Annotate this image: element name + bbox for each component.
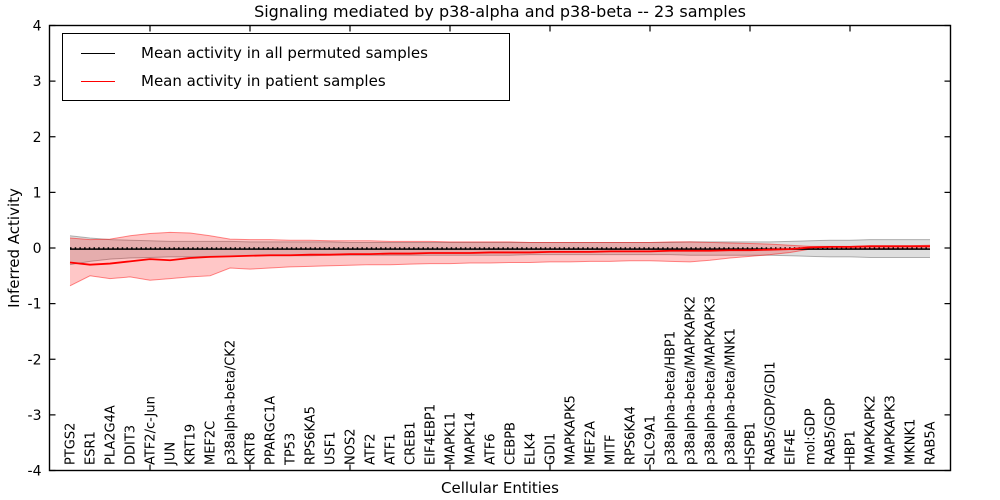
x-tick-label: RAB5/GDP <box>824 398 839 465</box>
x-tick-label: ATF2 <box>364 433 379 465</box>
x-tick-label: MAPK14 <box>464 412 479 465</box>
chart-title: Signaling mediated by p38-alpha and p38-… <box>254 2 746 21</box>
x-tick-label: MEF2A <box>584 421 599 465</box>
x-tick-label: RAB5A <box>924 421 939 465</box>
legend-item-permuted: Mean activity in all permuted samples <box>71 39 501 67</box>
y-tick-label: 3 <box>33 74 42 90</box>
x-tick-label: p38alpha-beta/MAPKAPK2 <box>684 296 699 465</box>
x-tick-label: SLC9A1 <box>644 415 659 465</box>
x-tick-label: JUN <box>164 442 179 466</box>
x-tick-label: MEF2C <box>204 421 219 465</box>
mean-activity-in-patient-samples-line <box>69 245 930 266</box>
x-axis-label: Cellular Entities <box>441 479 559 497</box>
y-tick-label: 4 <box>33 19 42 35</box>
x-tick-label: DDIT3 <box>124 425 139 465</box>
x-tick-label: HSPB1 <box>744 422 759 465</box>
legend-line-sample-permuted <box>81 52 115 54</box>
x-tick-label: RPS6KA5 <box>304 406 319 465</box>
x-tick-label: MKNK1 <box>904 419 919 465</box>
permuted-std-band <box>70 235 930 265</box>
x-tick-label: GDI1 <box>544 433 559 465</box>
permuted-std-band-upper-edge <box>69 235 930 243</box>
x-tick-label: TP53 <box>284 433 299 466</box>
x-tick-label: ATF2/c-Jun <box>144 396 159 465</box>
legend: Mean activity in all permuted samples Me… <box>62 33 510 101</box>
x-tick-label: NOS2 <box>344 429 359 465</box>
x-tick-label: ELK4 <box>524 433 539 465</box>
x-tick-label: PPARGC1A <box>264 396 279 465</box>
x-tick-label: KRT19 <box>184 424 199 465</box>
x-tick-label: RAB5/GDP/GDI1 <box>764 362 779 465</box>
x-tick-label: RPS6KA4 <box>624 406 639 465</box>
x-tick-label: USF1 <box>324 431 339 465</box>
y-tick-label: 1 <box>33 185 42 201</box>
x-tick-label: MAPKAPK3 <box>884 395 899 465</box>
legend-line-sample-patient <box>81 80 115 82</box>
y-tick-label: -4 <box>28 464 42 480</box>
x-tick-label: MITF <box>604 435 619 465</box>
y-tick-label: 0 <box>33 241 42 257</box>
legend-item-patient: Mean activity in patient samples <box>71 67 501 95</box>
legend-label: Mean activity in patient samples <box>141 72 386 90</box>
x-tick-label: MAPKAPK5 <box>564 395 579 465</box>
x-tick-label: CREB1 <box>404 421 419 465</box>
patient-std-band <box>70 232 930 286</box>
x-tick-label: mol:GDP <box>804 408 819 465</box>
x-tick-label: PLA2G4A <box>104 405 119 465</box>
x-tick-label: ATF6 <box>484 433 499 465</box>
patient-std-band-lower-edge <box>69 248 931 287</box>
x-tick-label: MAPKAPK2 <box>864 395 879 465</box>
x-tick-label: PTGS2 <box>64 423 79 465</box>
x-tick-label: p38alpha-beta/HBP1 <box>664 331 679 465</box>
x-tick-label: EIF4EBP1 <box>424 404 439 465</box>
x-tick-label: p38alpha-beta/CK2 <box>224 340 239 465</box>
x-tick-label: CEBPB <box>504 422 519 465</box>
y-tick-label: -3 <box>28 408 42 424</box>
y-tick-label: -2 <box>28 352 42 368</box>
x-tick-label: ESR1 <box>84 431 99 465</box>
x-tick-label: HBP1 <box>844 430 859 465</box>
x-tick-label: EIF4E <box>784 429 799 465</box>
y-axis-label: Inferred Activity <box>5 188 23 308</box>
x-tick-label: p38alpha-beta/MNK1 <box>724 328 739 465</box>
x-tick-label: KRT8 <box>244 432 259 465</box>
x-tick-label: MAPK11 <box>444 412 459 465</box>
y-tick-label: 2 <box>33 130 42 146</box>
x-tick-label: ATF1 <box>384 433 399 465</box>
x-tick-label: p38alpha-beta/MAPKAPK3 <box>704 296 719 465</box>
legend-label: Mean activity in all permuted samples <box>141 44 428 62</box>
patient-std-band-upper-edge <box>69 231 931 247</box>
y-tick-label: -1 <box>28 297 42 313</box>
